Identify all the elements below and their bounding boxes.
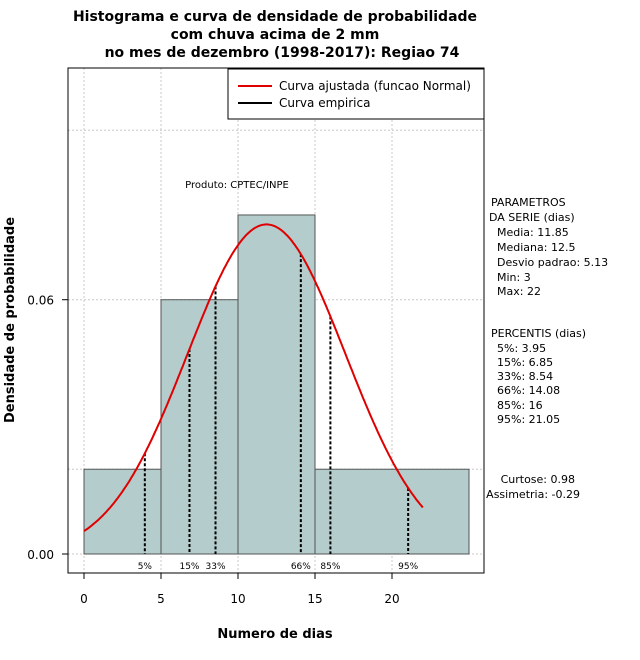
percentil-15: 15%: 6.85 (497, 356, 553, 369)
x-tick-label: 5 (157, 592, 165, 606)
series-parameters: PARAMETROS DA SERIE (dias) Media: 11.85 … (489, 196, 608, 298)
percentile-lines: 5% 15% 33% 66% 85% 95% (138, 254, 419, 572)
histogram-bar-4 (314, 468, 470, 555)
percentis-heading: PERCENTIS (dias) (491, 327, 586, 340)
legend: Curva ajustada (funcao Normal) Curva emp… (227, 68, 485, 120)
histogram-bar-3 (237, 214, 316, 555)
curtose-value: Curtose: 0.98 (501, 473, 575, 486)
histogram-bar-2 (160, 299, 239, 555)
percentile-label: 85% (320, 562, 340, 572)
chart-title-line-2: com chuva acima de 2 mm (171, 27, 380, 43)
legend-label-fitted: Curva ajustada (funcao Normal) (279, 79, 471, 93)
params-heading-1: PARAMETROS (491, 196, 566, 209)
percentil-33: 33%: 8.54 (497, 370, 553, 383)
y-axis-title: Densidade de probabilidade (3, 217, 18, 423)
percentil-5: 5%: 3.95 (497, 342, 546, 355)
product-annotation: Produto: CPTEC/INPE (185, 180, 289, 191)
fitted-normal-curve (83, 223, 424, 532)
param-media: Media: 11.85 (497, 226, 569, 239)
percentile-label: 66% (291, 562, 311, 572)
percentile-label: 15% (179, 562, 199, 572)
chart-title-line-3: no mes de dezembro (1998-2017): Regiao 7… (105, 45, 460, 61)
percentile-label: 5% (138, 562, 153, 572)
x-tick-label: 0 (80, 592, 88, 606)
histogram-bar-1 (83, 468, 162, 555)
x-tick-label: 10 (230, 592, 245, 606)
y-tick-label: 0.00 (27, 548, 54, 562)
x-tick-label: 15 (307, 592, 322, 606)
param-mediana: Mediana: 12.5 (497, 241, 575, 254)
assimetria-value: Assimetria: -0.29 (486, 488, 580, 501)
percentil-95: 95%: 21.05 (497, 413, 560, 426)
percentiles-panel: PERCENTIS (dias) 5%: 3.95 15%: 6.85 33%:… (491, 327, 586, 426)
y-tick-label: 0.06 (27, 294, 54, 308)
plot-frame (67, 67, 485, 574)
percentile-label: 33% (206, 562, 226, 572)
param-min: Min: 3 (497, 271, 531, 284)
normal-curve (83, 223, 424, 532)
x-axis-title: Numero de dias (217, 627, 333, 642)
params-heading-2: DA SERIE (dias) (489, 211, 575, 224)
legend-label-empirical: Curva empirica (279, 96, 370, 110)
x-tick-label: 20 (384, 592, 399, 606)
param-max: Max: 22 (497, 285, 541, 298)
percentil-85: 85%: 16 (497, 399, 543, 412)
chart-title-line-1: Histograma e curva de densidade de proba… (73, 9, 477, 25)
histogram-bars (83, 214, 470, 555)
param-desvio: Desvio padrao: 5.13 (497, 256, 608, 269)
legend-box (227, 68, 485, 120)
percentile-label: 95% (398, 562, 418, 572)
shape-stats: Curtose: 0.98 Assimetria: -0.29 (486, 473, 580, 501)
axis-ticks: 0 5 10 15 20 0.00 0.06 (27, 294, 399, 606)
percentil-66: 66%: 14.08 (497, 384, 560, 397)
